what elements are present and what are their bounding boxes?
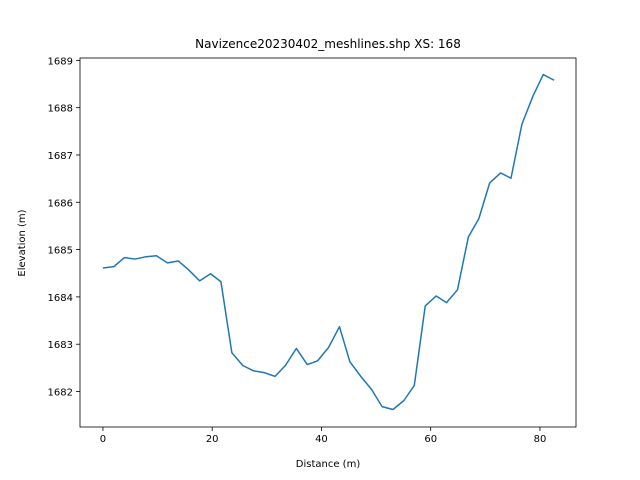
chart-title: Navizence20230402_meshlines.shp XS: 168 [195, 37, 461, 51]
y-tick-label: 1683 [48, 340, 73, 351]
x-tick-label: 80 [534, 434, 547, 445]
x-tick-label: 0 [100, 434, 106, 445]
plot-frame [79, 57, 577, 428]
y-axis-label: Elevation (m) [17, 209, 28, 276]
data-line [102, 73, 555, 411]
x-axis-label: Distance (m) [296, 459, 361, 470]
x-tick-label: 60 [424, 434, 437, 445]
y-tick-label: 1685 [48, 246, 73, 257]
y-tick-label: 1682 [48, 388, 73, 399]
y-tick-label: 1688 [48, 104, 73, 115]
y-tick-label: 1686 [48, 198, 73, 209]
x-tick-label: 40 [315, 434, 328, 445]
y-tick-label: 1684 [48, 293, 73, 304]
y-tick-label: 1687 [48, 151, 73, 162]
x-tick-label: 20 [206, 434, 219, 445]
y-tick-label: 1689 [48, 56, 73, 67]
